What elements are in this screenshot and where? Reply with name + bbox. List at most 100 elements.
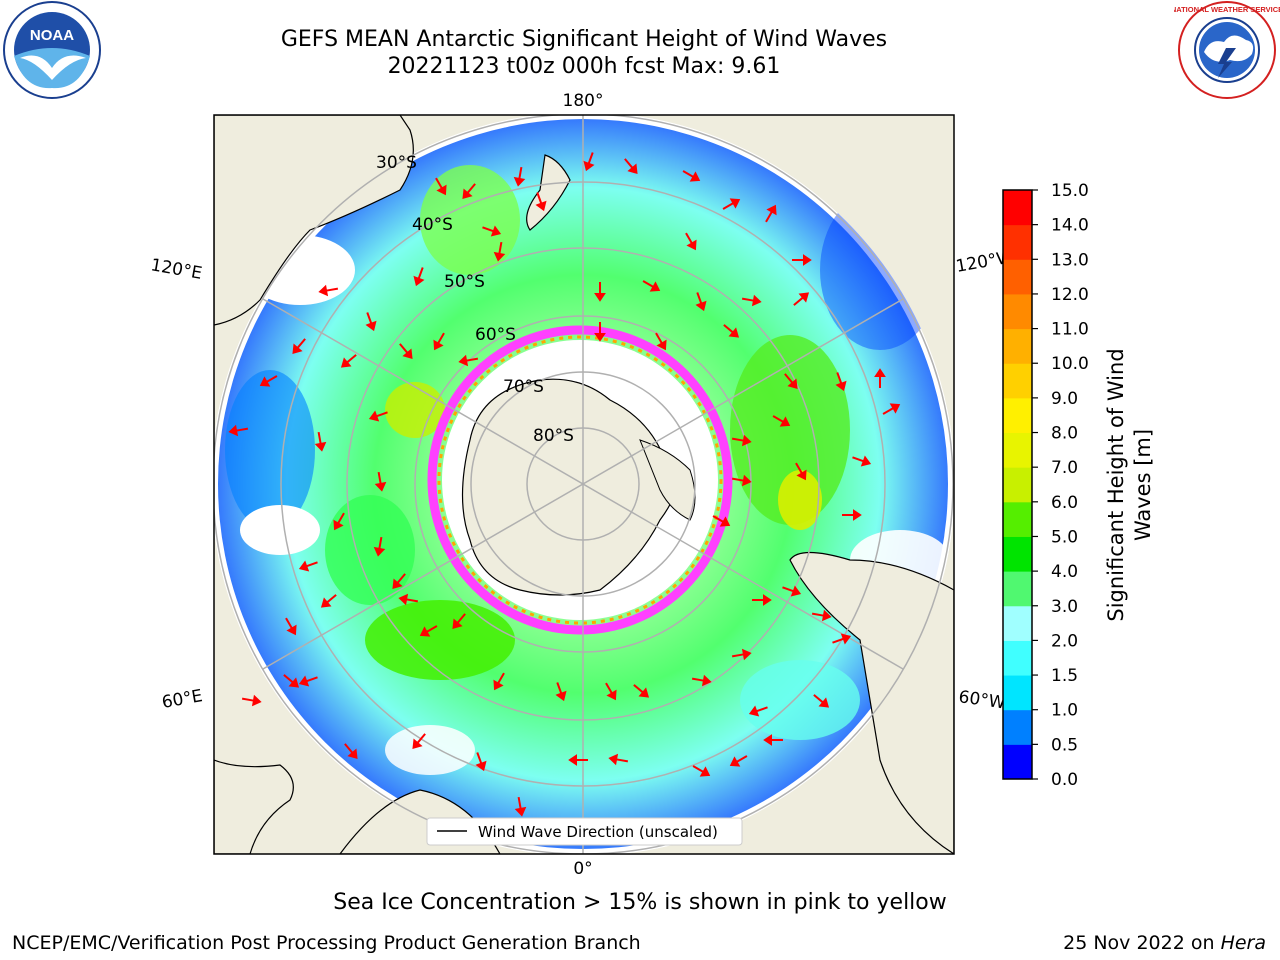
wave-direction-arrow [513,166,526,187]
arrow-legend-box [426,817,743,846]
wave-direction-arrow [535,192,547,212]
wave-direction-arrow [792,254,812,266]
colorbar-label-line2: Waves [m] [1131,429,1155,541]
colorbar-tick-label: 14.0 [1051,216,1089,236]
wave-direction-arrow [340,354,357,368]
calm-region [240,505,320,555]
colorbar-tick-label: 0.5 [1051,735,1078,755]
wave-direction-arrow [462,183,476,200]
colorbar-tick-label: 10.0 [1051,354,1089,374]
colorbar-band [1003,605,1032,641]
colorbar-band [1003,467,1032,503]
nws-logo-text: NATIONAL WEATHER SERVICE [1174,5,1280,14]
colorbar-label-line1: Significant Height of Wind [1104,348,1128,621]
wave-direction-arrow [365,312,377,332]
lat-label-50s: 50°S [444,272,485,292]
wave-direction-arrow [748,705,768,717]
colorbar-band [1003,397,1032,434]
wave-direction-arrow [320,594,337,608]
lat-label-40s: 40°S [412,215,453,235]
colorbar-band [1003,363,1032,399]
wave-direction-arrows [228,152,901,817]
colorbar-tick-label: 7.0 [1051,458,1078,478]
wave-direction-arrow [835,372,847,392]
australia-landmass [214,115,414,326]
colorbar-tick-label: 5.0 [1051,527,1078,547]
wave-direction-arrow [433,332,445,351]
colorbar-band [1003,640,1032,676]
map-plot: 30°S 40°S 50°S 60°S 70°S 80°S Wind Wave … [214,115,954,854]
colorbar-tick-label: 15.0 [1051,181,1089,201]
wave-direction-arrow [729,755,748,767]
wave-direction-arrow [605,682,617,701]
wave-direction-arrow [608,753,629,766]
wave-direction-arrow [452,613,466,630]
sea-ice-note: Sea Ice Concentration > 15% is shown in … [333,890,947,915]
lon-label-60w: 60°W [957,687,1006,713]
colorbar-tick-label: 8.0 [1051,424,1078,444]
lon-label-60e: 60°E [160,686,204,713]
wave-direction-arrow [682,170,701,182]
wave-direction-arrow [259,375,278,387]
wave-direction-arrow [633,684,650,698]
wave-direction-arrow [782,585,802,597]
colorbar-tick-label: 0.0 [1051,770,1078,790]
wave-direction-arrow [752,594,772,606]
wave-direction-arrow [344,743,358,760]
wave-direction-arrow [795,462,807,481]
wave-field-region [778,470,822,530]
wave-direction-arrow [731,434,752,447]
wave-direction-arrow [811,609,832,622]
chart-subtitle: 20221123 t00z 000h fcst Max: 9.61 [387,54,781,79]
credit-host: Hera [1220,932,1266,954]
wave-direction-arrow [695,292,707,312]
wave-direction-arrow [292,338,306,355]
colorbar-band [1003,293,1032,330]
noaa-logo-text: NOAA [30,27,74,44]
wave-direction-arrow [493,241,506,262]
wave-direction-arrow [813,694,830,708]
colorbar-tick-label: 4.0 [1051,562,1078,582]
wave-field-region [325,495,415,605]
colorbar-tick-label: 6.0 [1051,493,1078,513]
colorbar-band [1003,709,1032,745]
wave-direction-arrow [568,754,588,766]
colorbar-tick-label: 13.0 [1051,250,1089,270]
wave-direction-arrow [399,343,413,360]
colorbar-tick-label: 2.0 [1051,631,1078,651]
wave-direction-arrow [842,509,862,521]
meridian-line [262,298,904,670]
wave-direction-arrow [373,536,386,557]
wave-direction-arrow [374,471,387,492]
wave-direction-arrow [435,177,447,196]
wave-direction-arrow [712,515,731,527]
wave-direction-arrow [765,204,777,223]
wave-direction-arrow [241,694,262,707]
wave-direction-arrow [314,431,327,452]
lat-label-70s: 70°S [503,377,544,397]
wave-direction-arrow [583,152,595,172]
colorbar-band [1003,224,1032,260]
colorbar-band [1003,501,1032,537]
colorbar-tick-label: 3.0 [1051,597,1078,617]
antarctica-landmass [461,378,677,596]
calm-region [385,725,475,775]
wave-direction-arrow [685,232,697,251]
wave-direction-arrow [482,225,502,237]
wave-direction-arrow [691,674,712,687]
colorbar-band [1003,571,1032,607]
wave-direction-arrow [392,573,406,590]
wave-direction-arrow [741,294,762,307]
wave-direction-arrow [692,765,711,777]
wave-direction-arrow [852,455,872,467]
colorbar-band [1003,744,1032,780]
wave-direction-arrow [594,282,606,302]
wave-direction-arrow [493,672,505,691]
nws-logo: NATIONAL WEATHER SERVICE [1174,1,1280,99]
antarctic-peninsula [639,439,696,521]
noaa-logo: NOAA [3,1,101,99]
graticule [214,115,954,854]
colorbar-tick-label: 11.0 [1051,320,1089,340]
chart-title: GEFS MEAN Antarctic Significant Height o… [280,27,888,52]
colorbar-band [1003,432,1032,468]
